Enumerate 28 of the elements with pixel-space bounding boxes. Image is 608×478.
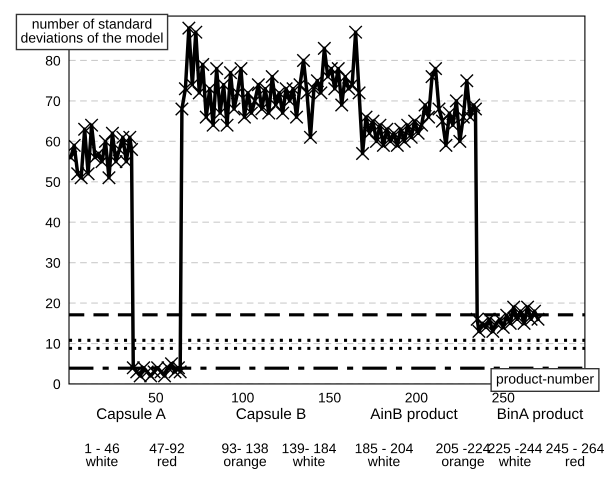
y-tick-label: 40 xyxy=(46,218,60,228)
text: 225 -244 white xyxy=(488,443,542,466)
x-tick-label: 50 xyxy=(148,392,164,403)
text: 185 - 204 white xyxy=(356,443,413,466)
text: BinA product xyxy=(498,408,584,422)
text: AinB product xyxy=(370,408,458,422)
x-axis-title: product-number xyxy=(496,374,594,386)
y-tick-label: 20 xyxy=(46,298,60,308)
x-tick-label: 250 xyxy=(492,392,514,403)
y-axis-title: number of standard deviations of the model xyxy=(21,18,162,43)
text: 139- 184 white xyxy=(282,443,336,466)
text: 47-92 red xyxy=(150,443,184,466)
y-tick-label: 10 xyxy=(46,338,60,349)
text: Capsule B xyxy=(236,408,306,422)
text: 93- 138 orange xyxy=(222,443,268,469)
y-tick-label: 30 xyxy=(46,258,60,268)
y-tick-label: 50 xyxy=(46,177,60,187)
x-tick-label: 200 xyxy=(406,392,428,403)
y-tick-label: 60 xyxy=(46,136,60,147)
y-tick-label: 70 xyxy=(46,96,60,106)
text: 205 -224 orange xyxy=(436,443,490,469)
x-tick-label: 150 xyxy=(319,392,341,403)
text: 1 - 46 white xyxy=(85,443,120,466)
x-tick-label: 100 xyxy=(232,392,254,403)
y-tick-label: 0 xyxy=(53,379,60,390)
text: 245 - 264 red xyxy=(546,443,604,466)
y-tick-label: 80 xyxy=(46,56,60,66)
text: Capsule A xyxy=(96,408,166,422)
